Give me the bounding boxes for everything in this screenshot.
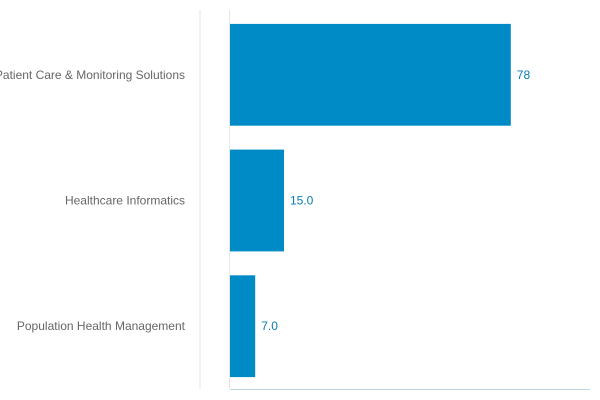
bars-layer [230, 23, 511, 378]
value-label-1: 15.0 [290, 194, 314, 208]
category-label-2: Population Health Management [17, 319, 186, 333]
bar-0 [230, 23, 511, 126]
bar-2 [230, 275, 256, 378]
labels-layer: Patient Care & Monitoring Solutions 78 Hea… [0, 68, 530, 333]
category-label-0: Patient Care & Monitoring Solutions [0, 68, 185, 82]
value-label-2: 7.0 [261, 319, 278, 333]
value-label-0: 78 [517, 68, 531, 82]
bar-1 [230, 149, 284, 252]
category-label-1: Healthcare Informatics [65, 194, 185, 208]
